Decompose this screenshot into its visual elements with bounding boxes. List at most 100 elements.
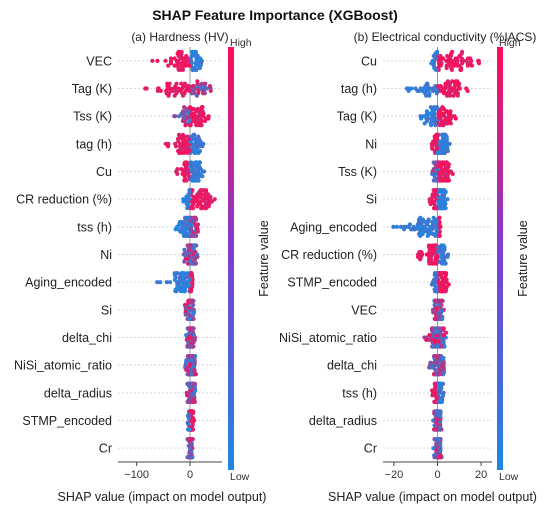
shap-point <box>192 233 197 238</box>
shap-point <box>428 360 433 365</box>
shap-point <box>189 233 194 238</box>
shap-point <box>183 123 188 128</box>
shap-point <box>200 144 205 149</box>
shap-point <box>193 160 199 165</box>
shap-point <box>184 393 190 398</box>
shap-point <box>420 88 425 93</box>
shap-point <box>432 354 437 359</box>
shap-point <box>434 298 439 303</box>
shap-point <box>445 53 450 59</box>
feature-label: tss (h) <box>342 386 377 400</box>
shap-point <box>155 280 160 285</box>
shap-point <box>394 224 400 229</box>
shap-point <box>418 215 423 220</box>
shap-point <box>401 227 407 232</box>
shap-point <box>428 105 434 110</box>
shap-point <box>469 63 474 68</box>
shap-point <box>435 326 440 331</box>
shap-point <box>429 61 434 66</box>
shap-point <box>184 337 189 342</box>
shap-point <box>436 455 441 460</box>
shap-point <box>182 247 187 252</box>
shap-point <box>434 289 439 294</box>
shap-point <box>431 446 436 451</box>
shap-point <box>192 261 197 266</box>
shap-point <box>191 340 196 345</box>
shap-point <box>199 81 205 86</box>
shap-point <box>188 105 193 110</box>
shap-point <box>441 326 446 331</box>
shap-point <box>176 49 181 54</box>
shap-point <box>441 178 446 183</box>
shap-point <box>442 150 447 155</box>
shap-point <box>457 86 462 91</box>
shap-point <box>191 333 197 338</box>
shap-point <box>176 132 182 137</box>
shap-point <box>433 316 438 321</box>
shap-point <box>203 81 208 86</box>
feature-label: delta_chi <box>62 331 112 345</box>
shap-point <box>440 289 445 294</box>
shap-point <box>453 116 458 121</box>
shap-point <box>187 427 192 432</box>
shap-point <box>190 326 195 331</box>
shap-point <box>436 245 441 250</box>
shap-point <box>168 56 174 61</box>
shap-point <box>206 116 211 121</box>
shap-point <box>182 259 187 264</box>
shap-point <box>185 271 190 276</box>
shap-point <box>188 437 193 442</box>
feature-label: STMP_encoded <box>22 414 112 428</box>
shap-point <box>187 316 193 321</box>
feature-label: tag (h) <box>76 137 112 151</box>
shap-point <box>419 250 424 255</box>
shap-point <box>192 49 197 54</box>
figure-title: SHAP Feature Importance (XGBoost) <box>152 7 398 23</box>
shap-point <box>186 84 191 89</box>
shap-point <box>444 109 450 114</box>
shap-point <box>187 63 192 68</box>
shap-point <box>165 81 170 86</box>
shap-point <box>207 84 213 89</box>
shap-point <box>179 271 184 276</box>
shap-point <box>432 105 437 110</box>
shap-point <box>437 215 442 220</box>
shap-point <box>436 233 442 238</box>
shap-point <box>448 109 453 114</box>
shap-point <box>444 284 449 290</box>
shap-point <box>433 381 438 386</box>
shap-point <box>444 65 449 71</box>
shap-point <box>180 171 185 176</box>
shap-point <box>442 188 447 193</box>
shap-point <box>430 393 435 398</box>
shap-point <box>441 123 446 128</box>
shap-point <box>428 123 434 128</box>
shap-point <box>203 188 209 193</box>
shap-point <box>191 316 196 321</box>
shap-point <box>194 123 199 128</box>
shap-point <box>455 63 460 68</box>
shap-point <box>172 56 177 61</box>
shap-point <box>426 243 432 248</box>
shap-point <box>434 178 439 183</box>
shap-point <box>189 455 195 460</box>
feature-label: Cu <box>361 54 377 68</box>
shap-point <box>426 217 431 222</box>
feature-label: NiSi_atomic_ratio <box>279 331 377 345</box>
shap-point <box>444 134 449 139</box>
shap-point <box>188 243 193 248</box>
shap-point <box>179 81 184 86</box>
shap-point <box>172 63 177 68</box>
shap-point <box>187 399 192 404</box>
colorbar-high-label: High <box>499 37 521 49</box>
shap-point <box>434 372 440 377</box>
shap-point <box>192 381 198 386</box>
shap-point <box>438 381 443 386</box>
shap-point <box>450 79 455 84</box>
shap-point <box>178 289 183 294</box>
shap-point <box>453 56 458 61</box>
feature-label: Cr <box>364 442 377 456</box>
shap-point <box>199 123 204 128</box>
shap-point <box>434 49 440 54</box>
